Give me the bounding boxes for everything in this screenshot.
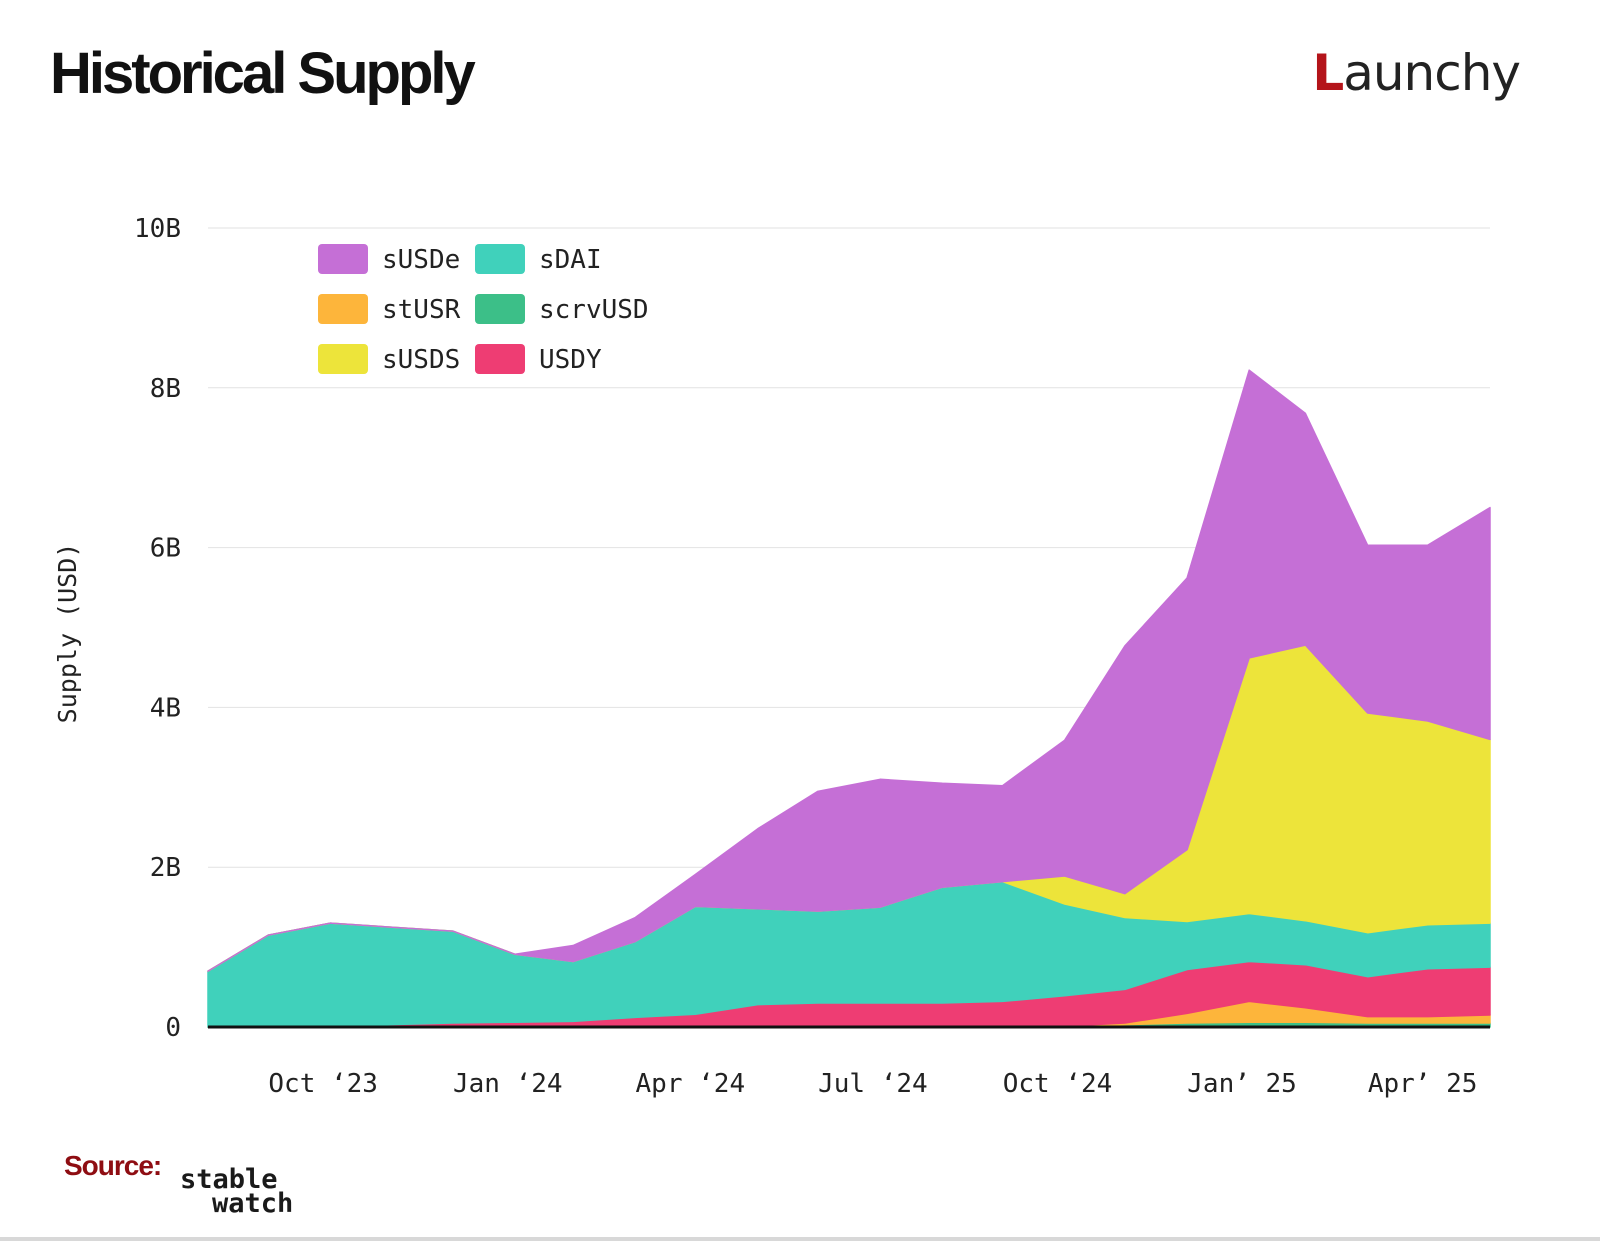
x-tick-label: Oct ‘23 bbox=[268, 1069, 378, 1099]
area-susde bbox=[207, 369, 1491, 972]
y-tick-label: 10B bbox=[134, 214, 181, 244]
legend-label-sdai: sDAI bbox=[539, 245, 602, 275]
source-logo: stable watch bbox=[180, 1166, 294, 1219]
legend-swatch-susds bbox=[318, 344, 368, 374]
x-tick-label: Jul ‘24 bbox=[818, 1069, 928, 1099]
x-tick-label: Jan’ 25 bbox=[1187, 1069, 1297, 1099]
x-tick-label: Jan ‘24 bbox=[453, 1069, 563, 1099]
y-tick-label: 2B bbox=[150, 853, 181, 883]
legend-label-stusr: stUSR bbox=[382, 295, 461, 325]
legend-swatch-susde bbox=[318, 244, 368, 274]
legend-swatch-scrvusd bbox=[475, 294, 525, 324]
y-tick-label: 0 bbox=[165, 1013, 181, 1043]
y-tick-label: 6B bbox=[150, 534, 181, 564]
brand-logo: Launchy bbox=[1312, 44, 1521, 102]
legend-swatch-usdy bbox=[475, 344, 525, 374]
source-label: Source: bbox=[64, 1150, 162, 1181]
y-tick-label: 4B bbox=[150, 693, 181, 723]
legend-label-usdy: USDY bbox=[539, 345, 602, 375]
legend-label-susds: sUSDS bbox=[382, 345, 460, 375]
source-logo-line2: watch bbox=[212, 1188, 294, 1219]
brand-logo-initial: L bbox=[1312, 44, 1344, 102]
legend-label-scrvusd: scrvUSD bbox=[539, 295, 649, 325]
legend-swatch-stusr bbox=[318, 294, 368, 324]
x-axis-ticks: Oct ‘23 Jan ‘24 Apr ‘24 Jul ‘24 Oct ‘24 Jan’ … bbox=[268, 1069, 1477, 1099]
x-tick-label: Oct ‘24 bbox=[1003, 1069, 1113, 1099]
y-axis-label: Supply (USD) bbox=[53, 543, 82, 724]
area-series bbox=[207, 369, 1491, 1028]
legend-swatch-sdai bbox=[475, 244, 525, 274]
y-axis-ticks: 0 2B 4B 6B 8B 10B bbox=[134, 214, 181, 1043]
legend: sUSDe sDAI stUSR scrvUSD sUSDS USDY bbox=[318, 244, 649, 375]
source-logo-line1: stable bbox=[180, 1164, 278, 1195]
brand-logo-rest: aunchy bbox=[1343, 44, 1521, 102]
y-tick-label: 8B bbox=[150, 374, 181, 404]
bottom-border bbox=[0, 1237, 1600, 1241]
page-title: Historical Supply bbox=[50, 41, 476, 106]
legend-label-susde: sUSDe bbox=[382, 245, 460, 275]
x-tick-label: Apr ‘24 bbox=[636, 1069, 746, 1099]
x-tick-label: Apr’ 25 bbox=[1368, 1069, 1478, 1099]
